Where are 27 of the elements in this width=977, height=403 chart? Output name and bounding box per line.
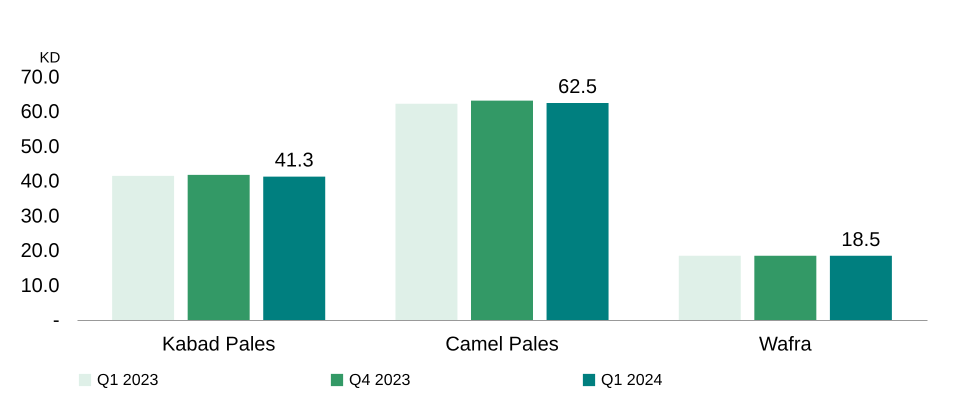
bar — [546, 103, 609, 320]
y-tick-label: 60.0 — [20, 101, 60, 124]
bar — [395, 104, 458, 320]
data-label: 41.3 — [274, 150, 314, 172]
data-label: 18.5 — [841, 228, 880, 251]
bar — [830, 256, 892, 320]
bar — [188, 174, 250, 320]
bar — [678, 256, 741, 320]
bar — [471, 100, 533, 320]
x-tick-label: Camel Pales — [445, 334, 559, 356]
y-tick-label: 50.0 — [20, 136, 60, 158]
y-tick-label: - — [52, 310, 60, 332]
x-tick-label: Kabad Pales — [162, 334, 276, 356]
legend-label: Q1 2023 — [97, 372, 158, 389]
bar — [754, 256, 816, 320]
data-label: 62.5 — [558, 76, 598, 98]
bar — [263, 176, 326, 320]
bar — [112, 176, 174, 320]
legend-label: Q1 2024 — [601, 372, 662, 389]
y-tick-label: 70.0 — [20, 66, 60, 88]
y-tick-label: 20.0 — [20, 240, 60, 262]
x-tick-label: Wafra — [759, 334, 813, 356]
y-axis-title: KD — [40, 50, 61, 66]
y-tick-label: 30.0 — [20, 205, 60, 228]
y-tick-label: 10.0 — [20, 274, 60, 297]
y-tick-label: 40.0 — [20, 170, 60, 193]
legend-label: Q4 2023 — [349, 372, 410, 389]
